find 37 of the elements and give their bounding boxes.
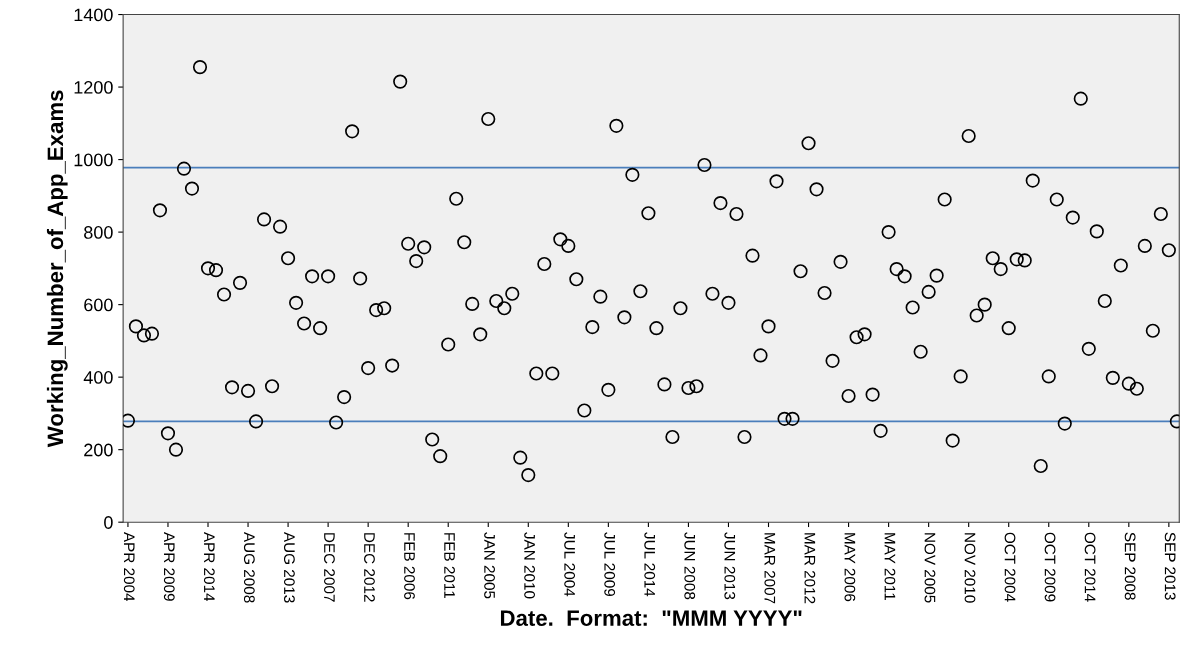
- x-tick-label: FEB 2011: [444, 533, 455, 598]
- x-tick-label: JUL 2009: [604, 532, 616, 597]
- x-tick-label: JUN 2008: [684, 532, 696, 600]
- x-tick-label: SEP 2013: [1164, 532, 1176, 600]
- x-tick-label: OCT 2009: [1044, 532, 1056, 602]
- x-tick-label: AUG 2008: [243, 531, 255, 603]
- x-tick-label: FEB 2006: [404, 533, 415, 600]
- x-tick-label: AUG 2013: [283, 531, 295, 603]
- x-tick-label: MAY 2006: [844, 533, 856, 602]
- x-tick-label: JAN 2005: [484, 532, 495, 599]
- x-axis-title: Date. Format: "MMM YYYY": [500, 610, 802, 626]
- x-tick-label: NOV 2005: [924, 533, 936, 603]
- x-tick-label: DEC 2007: [324, 533, 335, 602]
- y-tick-label: 1200: [74, 81, 113, 94]
- x-tick-label: JUL 2014: [644, 532, 656, 597]
- x-tick-label: NOV 2010: [964, 533, 976, 603]
- y-tick-label: 1000: [74, 153, 113, 167]
- y-tick-label: 800: [84, 226, 113, 239]
- x-tick-label: APR 2009: [163, 531, 175, 601]
- x-tick-label: OCT 2004: [1004, 532, 1016, 602]
- x-tick-label: JUN 2013: [724, 532, 736, 600]
- x-tick-label: OCT 2014: [1084, 532, 1096, 602]
- x-tick-label: JAN 2010: [524, 532, 536, 599]
- x-tick-label: MAR 2007: [764, 533, 776, 604]
- y-tick-label: 0: [104, 516, 113, 529]
- x-tick-label: SEP 2008: [1124, 532, 1136, 600]
- x-tick-label: APR 2004: [123, 531, 135, 602]
- x-tick-label: DEC 2012: [364, 533, 375, 602]
- x-tick-label: APR 2014: [203, 531, 215, 602]
- x-tick-label: JUL 2004: [564, 532, 576, 597]
- x-tick-label: MAY 2011: [884, 533, 896, 600]
- y-tick-label: 600: [84, 298, 113, 312]
- y-axis-title: Working_Number_of_App_Exams: [46, 90, 68, 448]
- x-tick-label: MAR 2012: [804, 533, 816, 604]
- y-tick-label: 400: [83, 371, 113, 384]
- y-tick-label: 200: [84, 443, 113, 457]
- y-tick-label: 1400: [74, 8, 113, 22]
